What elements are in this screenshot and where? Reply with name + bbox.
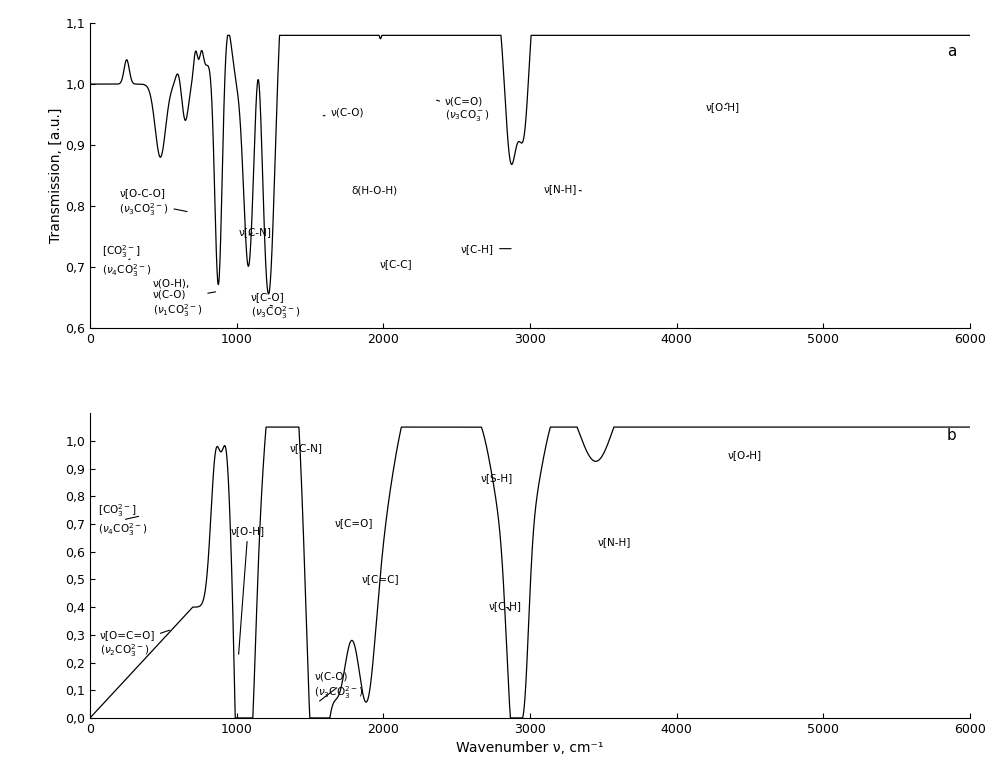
Text: ν(O-H),
ν(C-O)
($\nu_1$CO$_3^{2-}$): ν(O-H), ν(C-O) ($\nu_1$CO$_3^{2-}$): [153, 278, 216, 319]
Text: ν(C=O)
($\nu_3$CO$_3^-$): ν(C=O) ($\nu_3$CO$_3^-$): [437, 96, 490, 124]
Text: a: a: [947, 45, 957, 59]
Text: ν[C-N]: ν[C-N]: [289, 443, 322, 453]
Text: ν[C=C]: ν[C=C]: [361, 574, 399, 584]
Text: ν[S-H]: ν[S-H]: [481, 473, 513, 483]
Text: ν[O-H]: ν[O-H]: [231, 526, 265, 654]
Text: ν[C=O]: ν[C=O]: [334, 518, 373, 527]
Text: ν(C-O): ν(C-O): [323, 107, 364, 117]
Text: ν[C-H]: ν[C-H]: [461, 244, 511, 254]
Y-axis label: Transmission, [a.u.]: Transmission, [a.u.]: [48, 108, 62, 243]
Text: ν[C-O]
($\nu_3$CO$_3^{2-}$): ν[C-O] ($\nu_3$CO$_3^{2-}$): [251, 292, 300, 321]
Text: ν[C-C]: ν[C-C]: [380, 259, 412, 269]
X-axis label: Wavenumber ν, cm⁻¹: Wavenumber ν, cm⁻¹: [456, 741, 604, 755]
Text: ν[O-H]: ν[O-H]: [728, 450, 762, 460]
Text: ν[N-H]: ν[N-H]: [597, 537, 631, 547]
Text: ν[C-N]: ν[C-N]: [238, 227, 271, 236]
Text: ν[C-H]: ν[C-H]: [489, 601, 522, 611]
Text: ν[O-C-O]
($\nu_3$CO$_3^{2-}$): ν[O-C-O] ($\nu_3$CO$_3^{2-}$): [119, 188, 187, 218]
Text: ν[O=C=O]
($\nu_2$CO$_3^{2-}$): ν[O=C=O] ($\nu_2$CO$_3^{2-}$): [100, 630, 170, 659]
Text: ν(C-O)
($\nu_3$CO$_3^{2-}$): ν(C-O) ($\nu_3$CO$_3^{2-}$): [314, 672, 364, 701]
Text: δ(H-O-H): δ(H-O-H): [351, 186, 397, 196]
Text: [CO$_3^{2-}$]
($\nu_4$CO$_3^{2-}$): [CO$_3^{2-}$] ($\nu_4$CO$_3^{2-}$): [102, 243, 151, 279]
Text: b: b: [947, 428, 957, 443]
Text: ν[O-H]: ν[O-H]: [706, 102, 740, 112]
Text: ν[N-H]: ν[N-H]: [543, 184, 581, 194]
Text: [CO$_3^{2-}$]
($\nu_4$CO$_3^{2-}$): [CO$_3^{2-}$] ($\nu_4$CO$_3^{2-}$): [98, 502, 147, 538]
